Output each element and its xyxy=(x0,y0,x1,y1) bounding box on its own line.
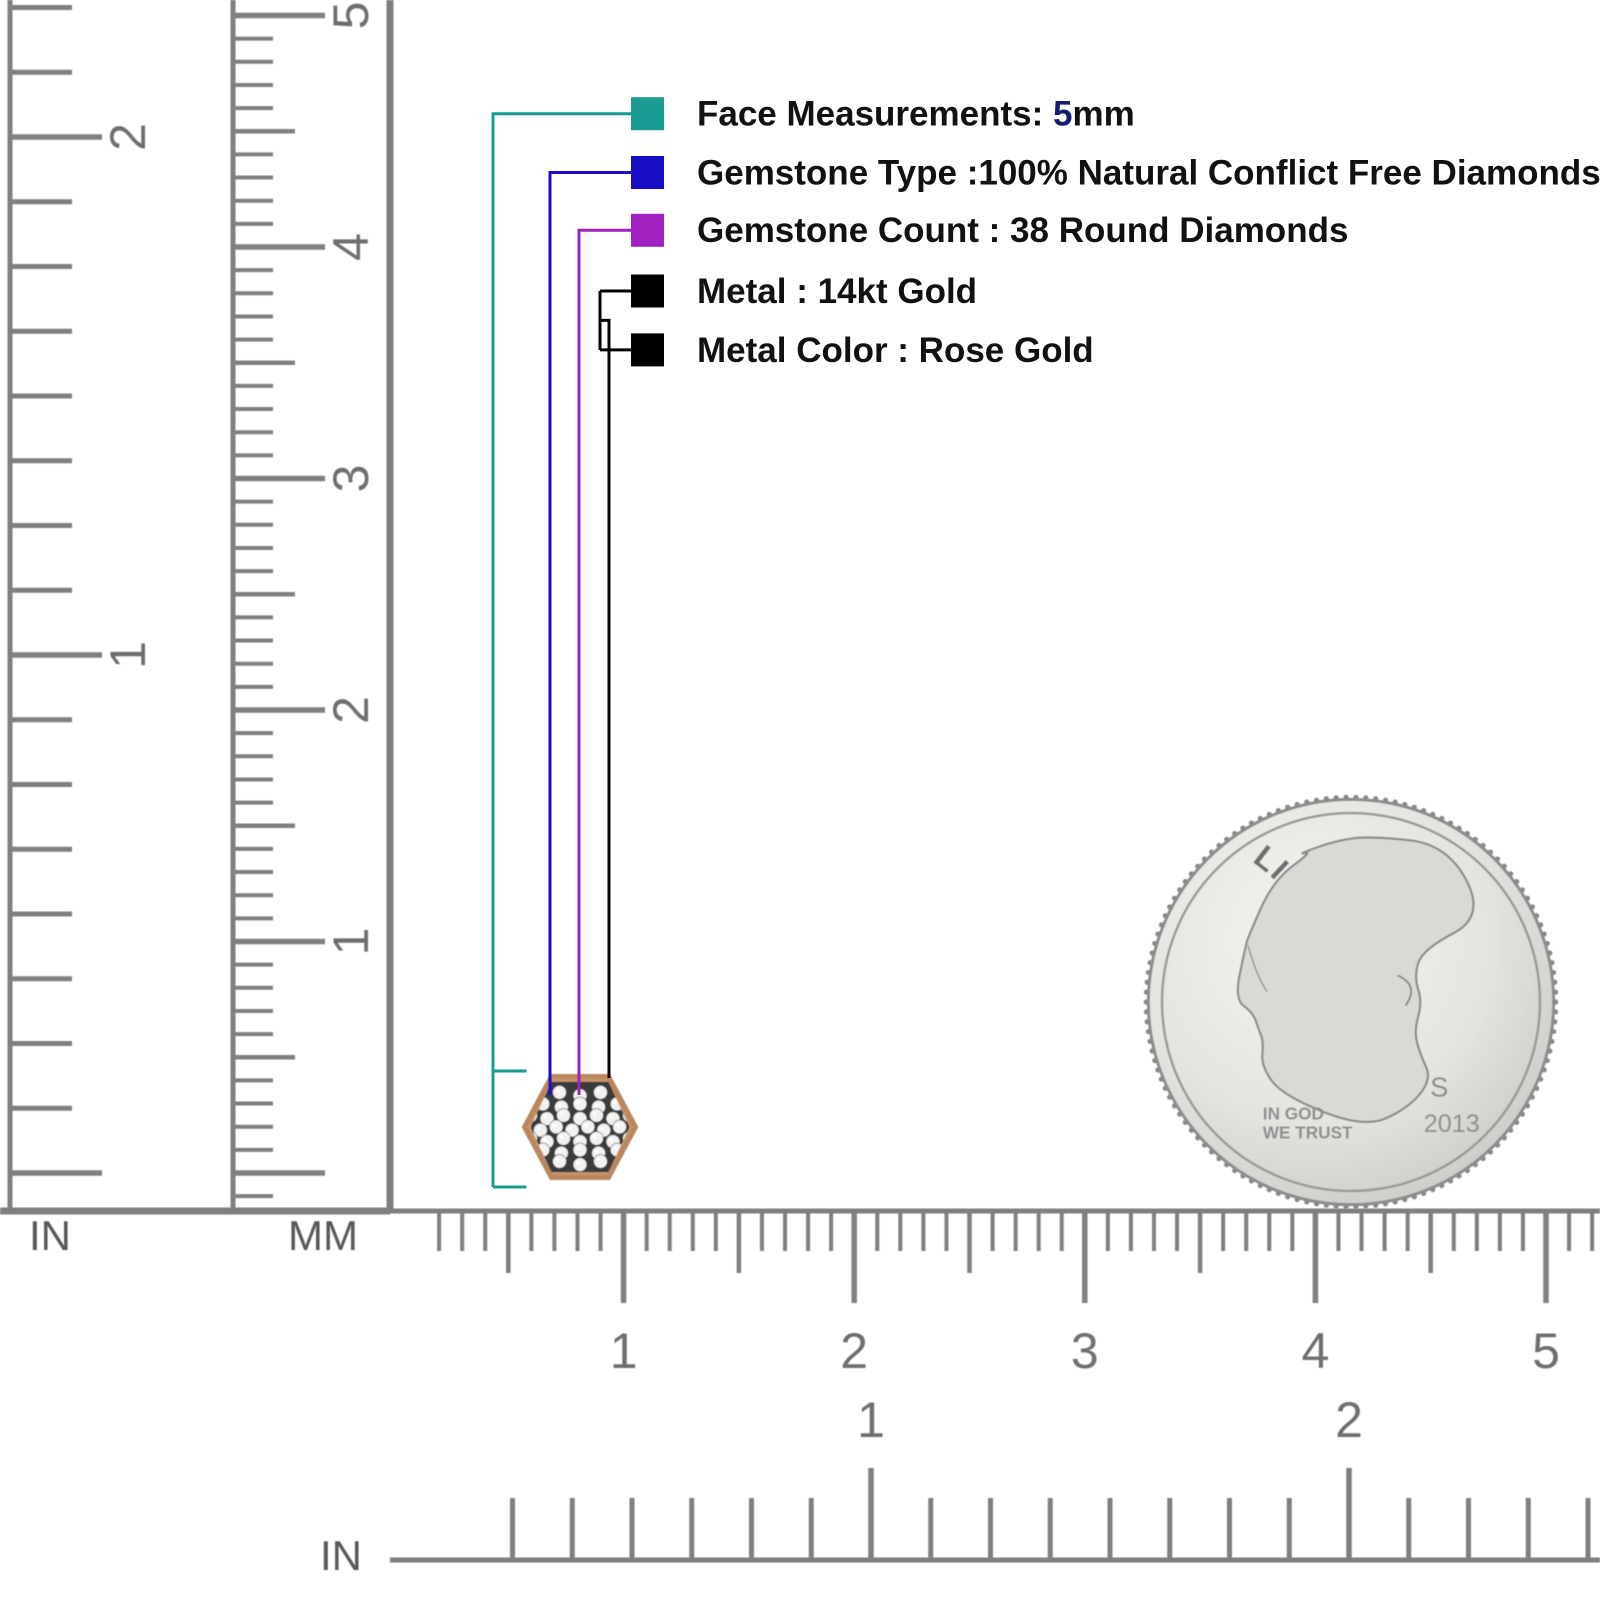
svg-text:IN: IN xyxy=(29,1212,71,1259)
svg-text:1: 1 xyxy=(610,1323,638,1379)
svg-text:2: 2 xyxy=(840,1323,868,1379)
svg-text:5: 5 xyxy=(323,2,379,30)
svg-text:2: 2 xyxy=(1335,1392,1363,1448)
svg-text:Gemstone Type :100% Natural Co: Gemstone Type :100% Natural Conflict Fre… xyxy=(697,153,1600,192)
svg-text:1: 1 xyxy=(857,1392,885,1448)
svg-text:S: S xyxy=(1430,1072,1448,1103)
svg-text:1: 1 xyxy=(100,641,156,669)
svg-text:4: 4 xyxy=(323,233,379,261)
svg-text:5: 5 xyxy=(1532,1323,1560,1379)
svg-text:2: 2 xyxy=(100,123,156,151)
svg-text:Face Measurements: 5mm: Face Measurements: 5mm xyxy=(697,94,1135,133)
svg-text:WE TRUST: WE TRUST xyxy=(1263,1123,1353,1143)
svg-text:1: 1 xyxy=(323,928,379,956)
svg-text:Gemstone Count : 38 Round Diam: Gemstone Count : 38 Round Diamonds xyxy=(697,211,1348,250)
svg-text:Metal Color : Rose Gold: Metal Color : Rose Gold xyxy=(697,330,1094,369)
svg-text:MM: MM xyxy=(288,1212,358,1259)
svg-text:3: 3 xyxy=(1071,1323,1099,1379)
svg-text:IN GOD: IN GOD xyxy=(1263,1104,1324,1124)
svg-text:4: 4 xyxy=(1301,1323,1329,1379)
svg-text:IN: IN xyxy=(320,1532,362,1579)
svg-text:3: 3 xyxy=(323,465,379,493)
svg-text:2: 2 xyxy=(323,696,379,724)
svg-text:Metal : 14kt Gold: Metal : 14kt Gold xyxy=(697,272,977,311)
svg-text:2013: 2013 xyxy=(1424,1110,1480,1138)
